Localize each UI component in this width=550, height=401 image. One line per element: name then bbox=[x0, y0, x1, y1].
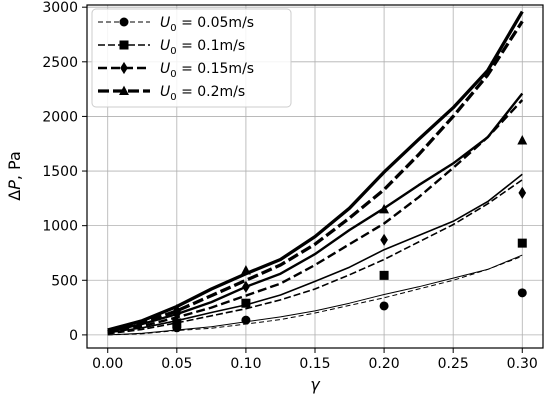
x-axis-title: γ bbox=[310, 375, 321, 394]
data-point-u0-005 bbox=[517, 288, 527, 298]
legend-marker-u0-02 bbox=[119, 85, 129, 96]
series-line-dashed-u0-01 bbox=[107, 179, 523, 335]
y-axis-title-delta: Δ bbox=[5, 190, 24, 201]
legend-box bbox=[91, 8, 292, 108]
legend-label-u0-01: U0 = 0.1m/s bbox=[160, 38, 245, 57]
y-tick-label: 0 bbox=[69, 328, 78, 344]
data-point-u0-02 bbox=[240, 265, 251, 275]
data-point-u0-015 bbox=[380, 233, 388, 246]
data-point-u0-015 bbox=[242, 280, 250, 293]
series-line-dashed-u0-005 bbox=[107, 255, 523, 336]
legend-marker-u0-015 bbox=[120, 61, 128, 75]
y-tick-label: 2000 bbox=[42, 109, 78, 125]
y-axis-title-symbol: P bbox=[5, 180, 24, 190]
x-tick-label: 0.25 bbox=[438, 356, 469, 372]
data-point-u0-015 bbox=[518, 186, 527, 199]
legend-marker-u0-005 bbox=[119, 17, 129, 27]
series-line-dashed-u0-02 bbox=[107, 20, 524, 334]
markers-group bbox=[171, 135, 528, 333]
x-tick-label: 0.05 bbox=[161, 356, 192, 372]
y-tick-label: 500 bbox=[51, 273, 78, 289]
data-point-u0-005 bbox=[241, 315, 251, 325]
data-point-u0-02 bbox=[171, 303, 182, 314]
data-point-u0-01 bbox=[379, 270, 389, 280]
data-point-u0-01 bbox=[172, 318, 182, 328]
legend: U0 = 0.05m/s U0 = 0.1m/s U0 = 0.15m/s U0 = … bbox=[91, 8, 292, 108]
y-axis-title-unit: , Pa bbox=[5, 151, 24, 180]
x-tick-label: 0.10 bbox=[230, 356, 261, 372]
x-tick-label: 0.30 bbox=[507, 356, 538, 372]
y-tick-label: 3000 bbox=[42, 0, 78, 16]
grid bbox=[87, 5, 543, 348]
data-point-u0-01 bbox=[517, 238, 527, 248]
y-tick-label: 1000 bbox=[42, 219, 78, 235]
y-tick-label: 2500 bbox=[42, 55, 78, 71]
axis-ticks: 0.00 0.05 0.10 0.15 0.20 0.25 0.30 0 500 1000 1500… bbox=[42, 0, 537, 372]
legend-label-u0-005: U0 = 0.05m/s bbox=[160, 15, 254, 34]
data-point-u0-02 bbox=[517, 135, 528, 145]
data-point-u0-01 bbox=[241, 298, 251, 308]
data-point-u0-005 bbox=[379, 301, 389, 311]
data-point-u0-02 bbox=[379, 203, 390, 214]
legend-marker-u0-01 bbox=[119, 40, 129, 50]
x-tick-label: 0.00 bbox=[92, 356, 123, 372]
legend-label-u0-015: U0 = 0.15m/s bbox=[160, 61, 254, 80]
x-tick-label: 0.15 bbox=[299, 356, 330, 372]
x-tick-label: 0.20 bbox=[369, 356, 400, 372]
y-axis-title: ΔP, Pa bbox=[5, 151, 24, 201]
legend-label-u0-02: U0 = 0.2m/s bbox=[160, 84, 245, 103]
y-tick-label: 1500 bbox=[42, 164, 78, 180]
